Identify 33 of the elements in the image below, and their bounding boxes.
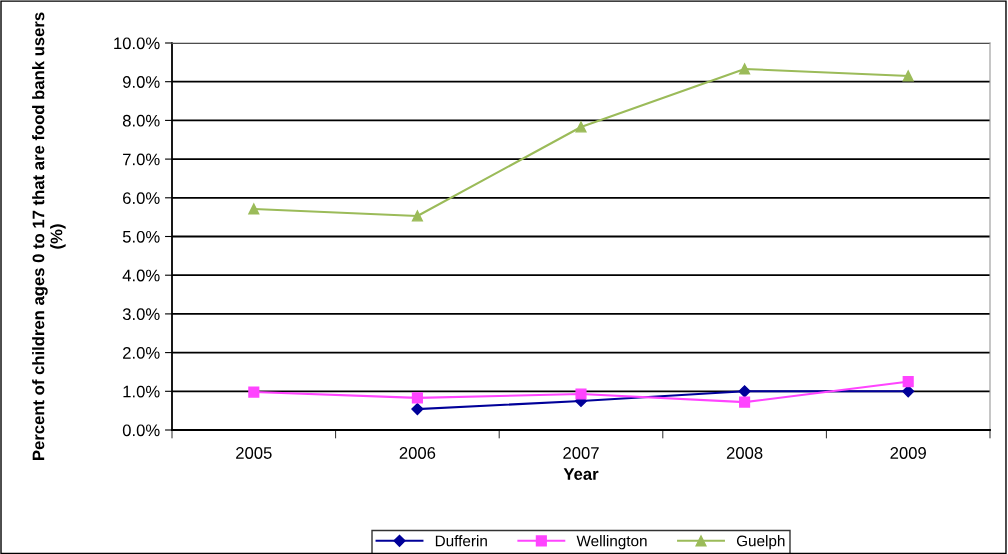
y-axis-title: Percent of children ages 0 to 17 that are food bank users (%)	[32, 12, 66, 460]
y-tick-label: 10.0%	[114, 37, 160, 50]
point	[738, 385, 751, 398]
x-tick-label: 2008	[726, 447, 763, 459]
y-tick-label: 7.0%	[123, 153, 160, 166]
point	[411, 210, 423, 222]
x-axis-title: Year	[563, 468, 599, 480]
point	[248, 203, 260, 215]
x-tick-label: 2005	[236, 447, 272, 459]
y-tick-label: 0.0%	[122, 424, 160, 437]
y-tick-label: 5.0%	[122, 230, 160, 243]
point	[575, 388, 587, 400]
y-tick-label: 1.0%	[123, 385, 160, 398]
point	[411, 392, 423, 404]
y-tick-label: 4.0%	[122, 269, 160, 282]
point	[902, 376, 914, 388]
y-tick-label: 9.0%	[122, 76, 160, 88]
legend-label: Guelph	[736, 535, 785, 550]
legend-label: Wellington	[576, 535, 647, 550]
x-tick-label: 2007	[563, 447, 599, 459]
point	[739, 63, 751, 75]
point	[248, 386, 260, 398]
point	[411, 403, 424, 416]
y-tick-label: 3.0%	[122, 308, 160, 321]
y-tick-label: 8.0%	[122, 114, 160, 127]
legend-label: Dufferin	[435, 535, 487, 547]
x-tick-label: 2006	[399, 447, 436, 459]
point	[575, 121, 587, 133]
point	[739, 396, 751, 408]
x-tick-label: 2009	[890, 447, 926, 459]
y-tick-label: 2.0%	[123, 347, 160, 359]
point	[902, 70, 914, 82]
y-tick-label: 6.0%	[123, 192, 160, 204]
